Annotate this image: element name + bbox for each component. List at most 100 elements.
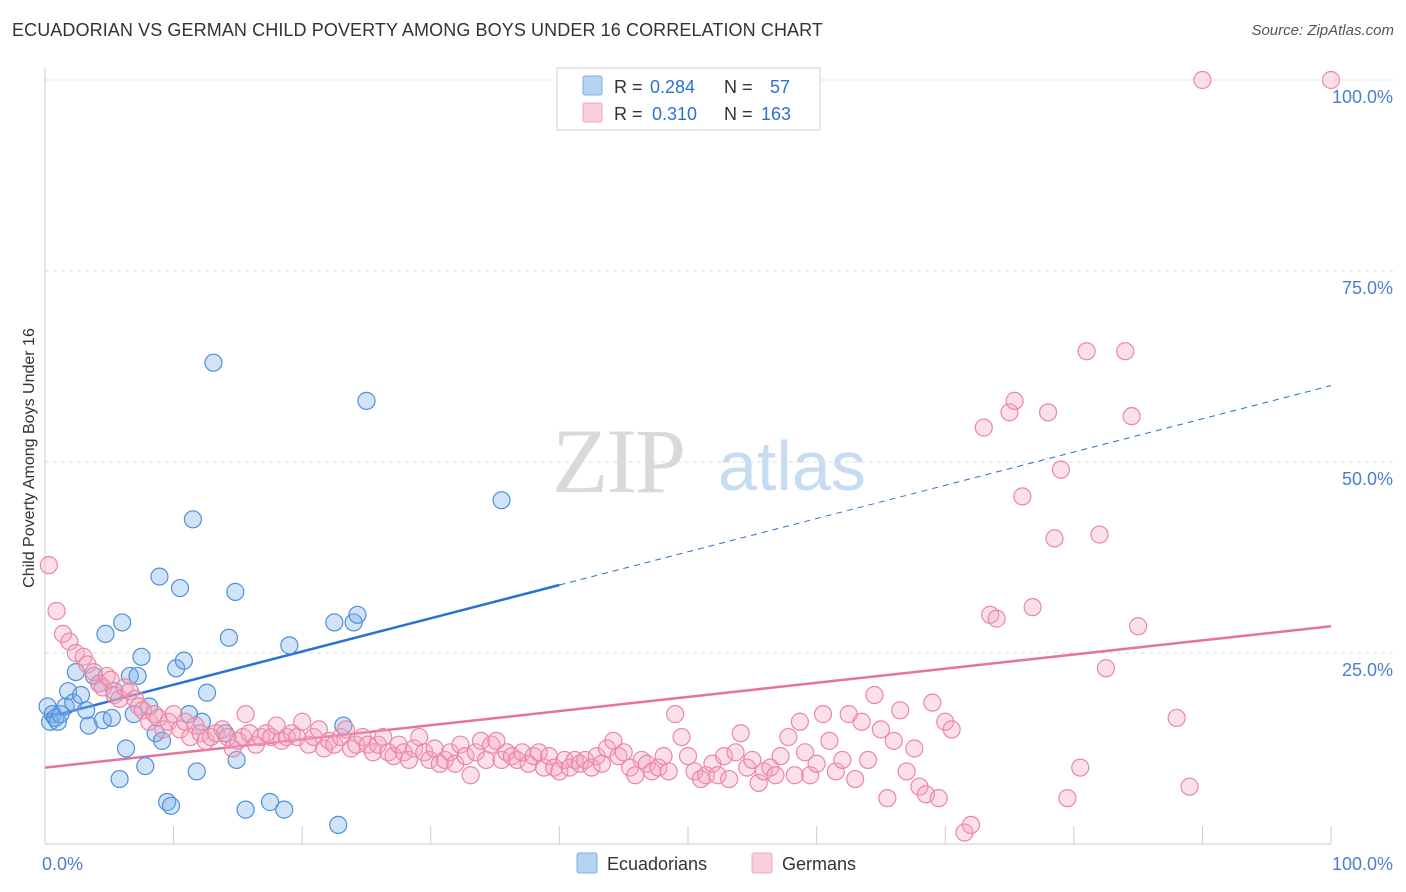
data-point	[974, 418, 993, 437]
data-point	[1038, 403, 1058, 422]
data-point	[852, 712, 871, 731]
data-point	[110, 689, 129, 708]
data-point	[1000, 403, 1019, 422]
data-point	[39, 556, 58, 575]
data-point	[865, 685, 884, 705]
data-point	[910, 777, 929, 796]
data-point	[116, 739, 136, 758]
watermark-atlas: atlas	[718, 427, 866, 505]
data-point	[771, 747, 790, 766]
legend-label-germans: Germans	[782, 854, 856, 874]
chart-title: ECUADORIAN VS GERMAN CHILD POVERTY AMONG…	[12, 20, 824, 40]
data-point	[826, 762, 845, 781]
data-point	[961, 815, 981, 835]
data-point	[110, 769, 129, 789]
data-point	[743, 750, 762, 770]
data-point	[120, 666, 139, 686]
axes	[44, 68, 1332, 845]
data-point	[592, 754, 611, 773]
data-point	[678, 747, 698, 766]
data-point	[275, 800, 294, 819]
data-point	[170, 578, 190, 598]
legend-swatch-germans	[751, 852, 773, 874]
data-point	[1045, 529, 1064, 548]
data-point	[801, 766, 820, 785]
data-point	[1051, 460, 1071, 479]
data-point	[236, 800, 255, 819]
data-point	[161, 796, 181, 815]
data-point	[714, 747, 734, 766]
data-point	[897, 762, 916, 781]
data-point	[218, 727, 237, 747]
series-germans	[39, 70, 1341, 842]
data-point	[476, 750, 496, 770]
data-point	[262, 727, 281, 747]
data-point	[833, 750, 852, 770]
data-point	[133, 701, 152, 720]
data-point	[790, 712, 809, 731]
data-point	[720, 769, 739, 789]
legend-swatch-ecuadorians	[582, 75, 603, 96]
data-point	[871, 720, 891, 739]
data-point	[807, 754, 826, 773]
data-point	[384, 747, 403, 766]
data-point	[374, 727, 393, 747]
data-point	[1077, 342, 1096, 361]
watermark-zip: ZIP	[552, 410, 684, 512]
data-point	[101, 670, 120, 689]
legend-swatch-germans	[582, 102, 603, 123]
data-point	[858, 750, 878, 770]
data-point	[487, 731, 506, 750]
data-point	[685, 762, 704, 781]
data-point	[451, 735, 470, 754]
x-tick-label: 0.0%	[42, 854, 83, 874]
data-point	[749, 773, 768, 792]
data-point	[187, 762, 206, 781]
legend-n-label: N =	[724, 77, 753, 97]
data-point	[1090, 525, 1109, 544]
data-point	[204, 353, 223, 372]
trend-line-germans	[44, 625, 1332, 769]
legend-n-value: 57	[770, 77, 790, 97]
correlation-legend: R = 0.284 N = 57 R = 0.310 N = 163	[556, 67, 821, 131]
data-point	[260, 792, 280, 812]
y-tick-label: 75.0%	[1342, 278, 1393, 298]
series-legend: Ecuadorians Germans	[576, 852, 856, 874]
data-point	[96, 624, 115, 644]
data-point	[929, 789, 948, 808]
data-point	[446, 754, 465, 773]
data-point	[923, 693, 942, 712]
gridlines	[45, 79, 1395, 654]
data-point	[183, 510, 202, 529]
data-point	[136, 756, 155, 776]
data-point	[846, 769, 865, 789]
data-point	[1005, 391, 1024, 410]
data-point	[766, 766, 785, 785]
data-point	[1167, 708, 1186, 728]
data-point	[71, 685, 91, 705]
data-point	[410, 727, 429, 747]
data-point	[1180, 777, 1199, 796]
data-point	[399, 750, 419, 770]
data-point	[1071, 758, 1090, 777]
data-point	[440, 743, 460, 762]
data-point	[174, 651, 193, 670]
y-axis-title: Child Poverty Among Boys Under 16	[21, 328, 38, 588]
data-point	[672, 727, 691, 747]
data-point	[60, 632, 79, 651]
data-point	[293, 712, 312, 731]
legend-swatch-ecuadorians	[576, 852, 598, 874]
data-point	[113, 613, 132, 632]
data-point	[357, 391, 376, 410]
data-point	[79, 716, 98, 735]
data-point	[77, 701, 96, 720]
data-point	[614, 743, 633, 762]
data-point	[181, 727, 200, 747]
data-point	[128, 666, 147, 686]
trend-lines	[44, 385, 1332, 769]
data-point	[779, 727, 798, 747]
data-point	[987, 609, 1006, 628]
data-point	[955, 823, 974, 842]
data-point	[420, 750, 439, 770]
data-point	[53, 624, 73, 644]
